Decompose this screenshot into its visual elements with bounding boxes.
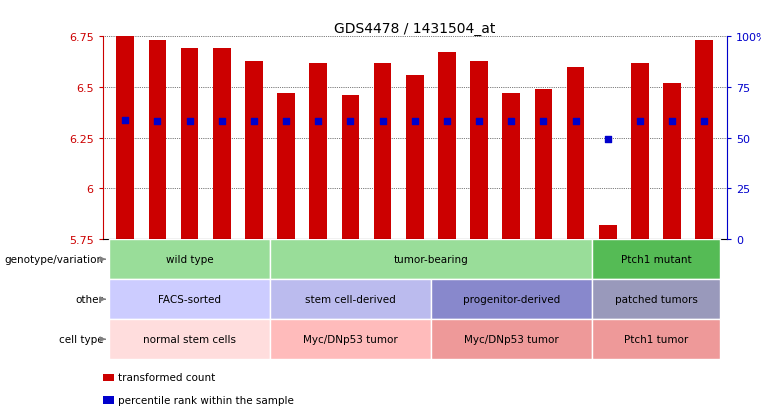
Bar [103, 396, 114, 404]
Point [569, 119, 581, 126]
Bar [310, 64, 327, 240]
Bar [631, 64, 648, 240]
Bar [148, 41, 166, 240]
Text: Ptch1 tumor: Ptch1 tumor [624, 335, 688, 344]
Bar [270, 240, 591, 280]
Text: patched tumors: patched tumors [615, 294, 697, 304]
Text: other: other [75, 294, 103, 304]
Point [215, 119, 228, 126]
Bar [109, 280, 270, 319]
Text: transformed count: transformed count [119, 372, 215, 382]
Bar [374, 64, 391, 240]
Bar [213, 49, 231, 240]
Point [344, 119, 356, 126]
Text: Myc/DNp53 tumor: Myc/DNp53 tumor [464, 335, 559, 344]
Text: Myc/DNp53 tumor: Myc/DNp53 tumor [303, 335, 398, 344]
Point [441, 119, 453, 126]
Text: stem cell-derived: stem cell-derived [305, 294, 396, 304]
Bar [431, 280, 591, 319]
Bar [406, 76, 424, 240]
Point [698, 119, 710, 126]
Bar [470, 62, 488, 240]
Bar [438, 53, 456, 240]
Bar [109, 319, 270, 359]
Bar [116, 37, 134, 240]
Bar [502, 94, 520, 240]
Text: cell type: cell type [59, 335, 103, 344]
Point [248, 119, 260, 126]
Bar [103, 374, 114, 381]
Bar [245, 62, 263, 240]
Bar [696, 41, 713, 240]
Bar [277, 94, 295, 240]
Point [537, 119, 549, 126]
Point [151, 119, 164, 126]
Bar [591, 280, 721, 319]
Point [377, 119, 389, 126]
Text: Ptch1 mutant: Ptch1 mutant [621, 254, 691, 264]
Point [505, 119, 517, 126]
Title: GDS4478 / 1431504_at: GDS4478 / 1431504_at [334, 22, 495, 36]
Point [183, 119, 196, 126]
Bar [181, 49, 199, 240]
Bar [431, 319, 591, 359]
Bar [270, 280, 431, 319]
Point [473, 119, 486, 126]
Bar [270, 319, 431, 359]
Text: FACS-sorted: FACS-sorted [158, 294, 221, 304]
Text: tumor-bearing: tumor-bearing [393, 254, 468, 264]
Bar [342, 96, 359, 240]
Bar [591, 319, 721, 359]
Point [280, 119, 292, 126]
Text: progenitor-derived: progenitor-derived [463, 294, 560, 304]
Bar [109, 240, 270, 280]
Bar [664, 84, 681, 240]
Point [602, 136, 614, 142]
Bar [534, 90, 552, 240]
Text: wild type: wild type [166, 254, 213, 264]
Text: genotype/variation: genotype/variation [5, 254, 103, 264]
Point [312, 119, 324, 126]
Point [119, 118, 132, 124]
Point [666, 119, 678, 126]
Text: percentile rank within the sample: percentile rank within the sample [119, 395, 295, 405]
Point [409, 119, 421, 126]
Bar [591, 240, 721, 280]
Bar [599, 225, 616, 240]
Text: normal stem cells: normal stem cells [143, 335, 236, 344]
Point [634, 119, 646, 126]
Bar [567, 68, 584, 240]
